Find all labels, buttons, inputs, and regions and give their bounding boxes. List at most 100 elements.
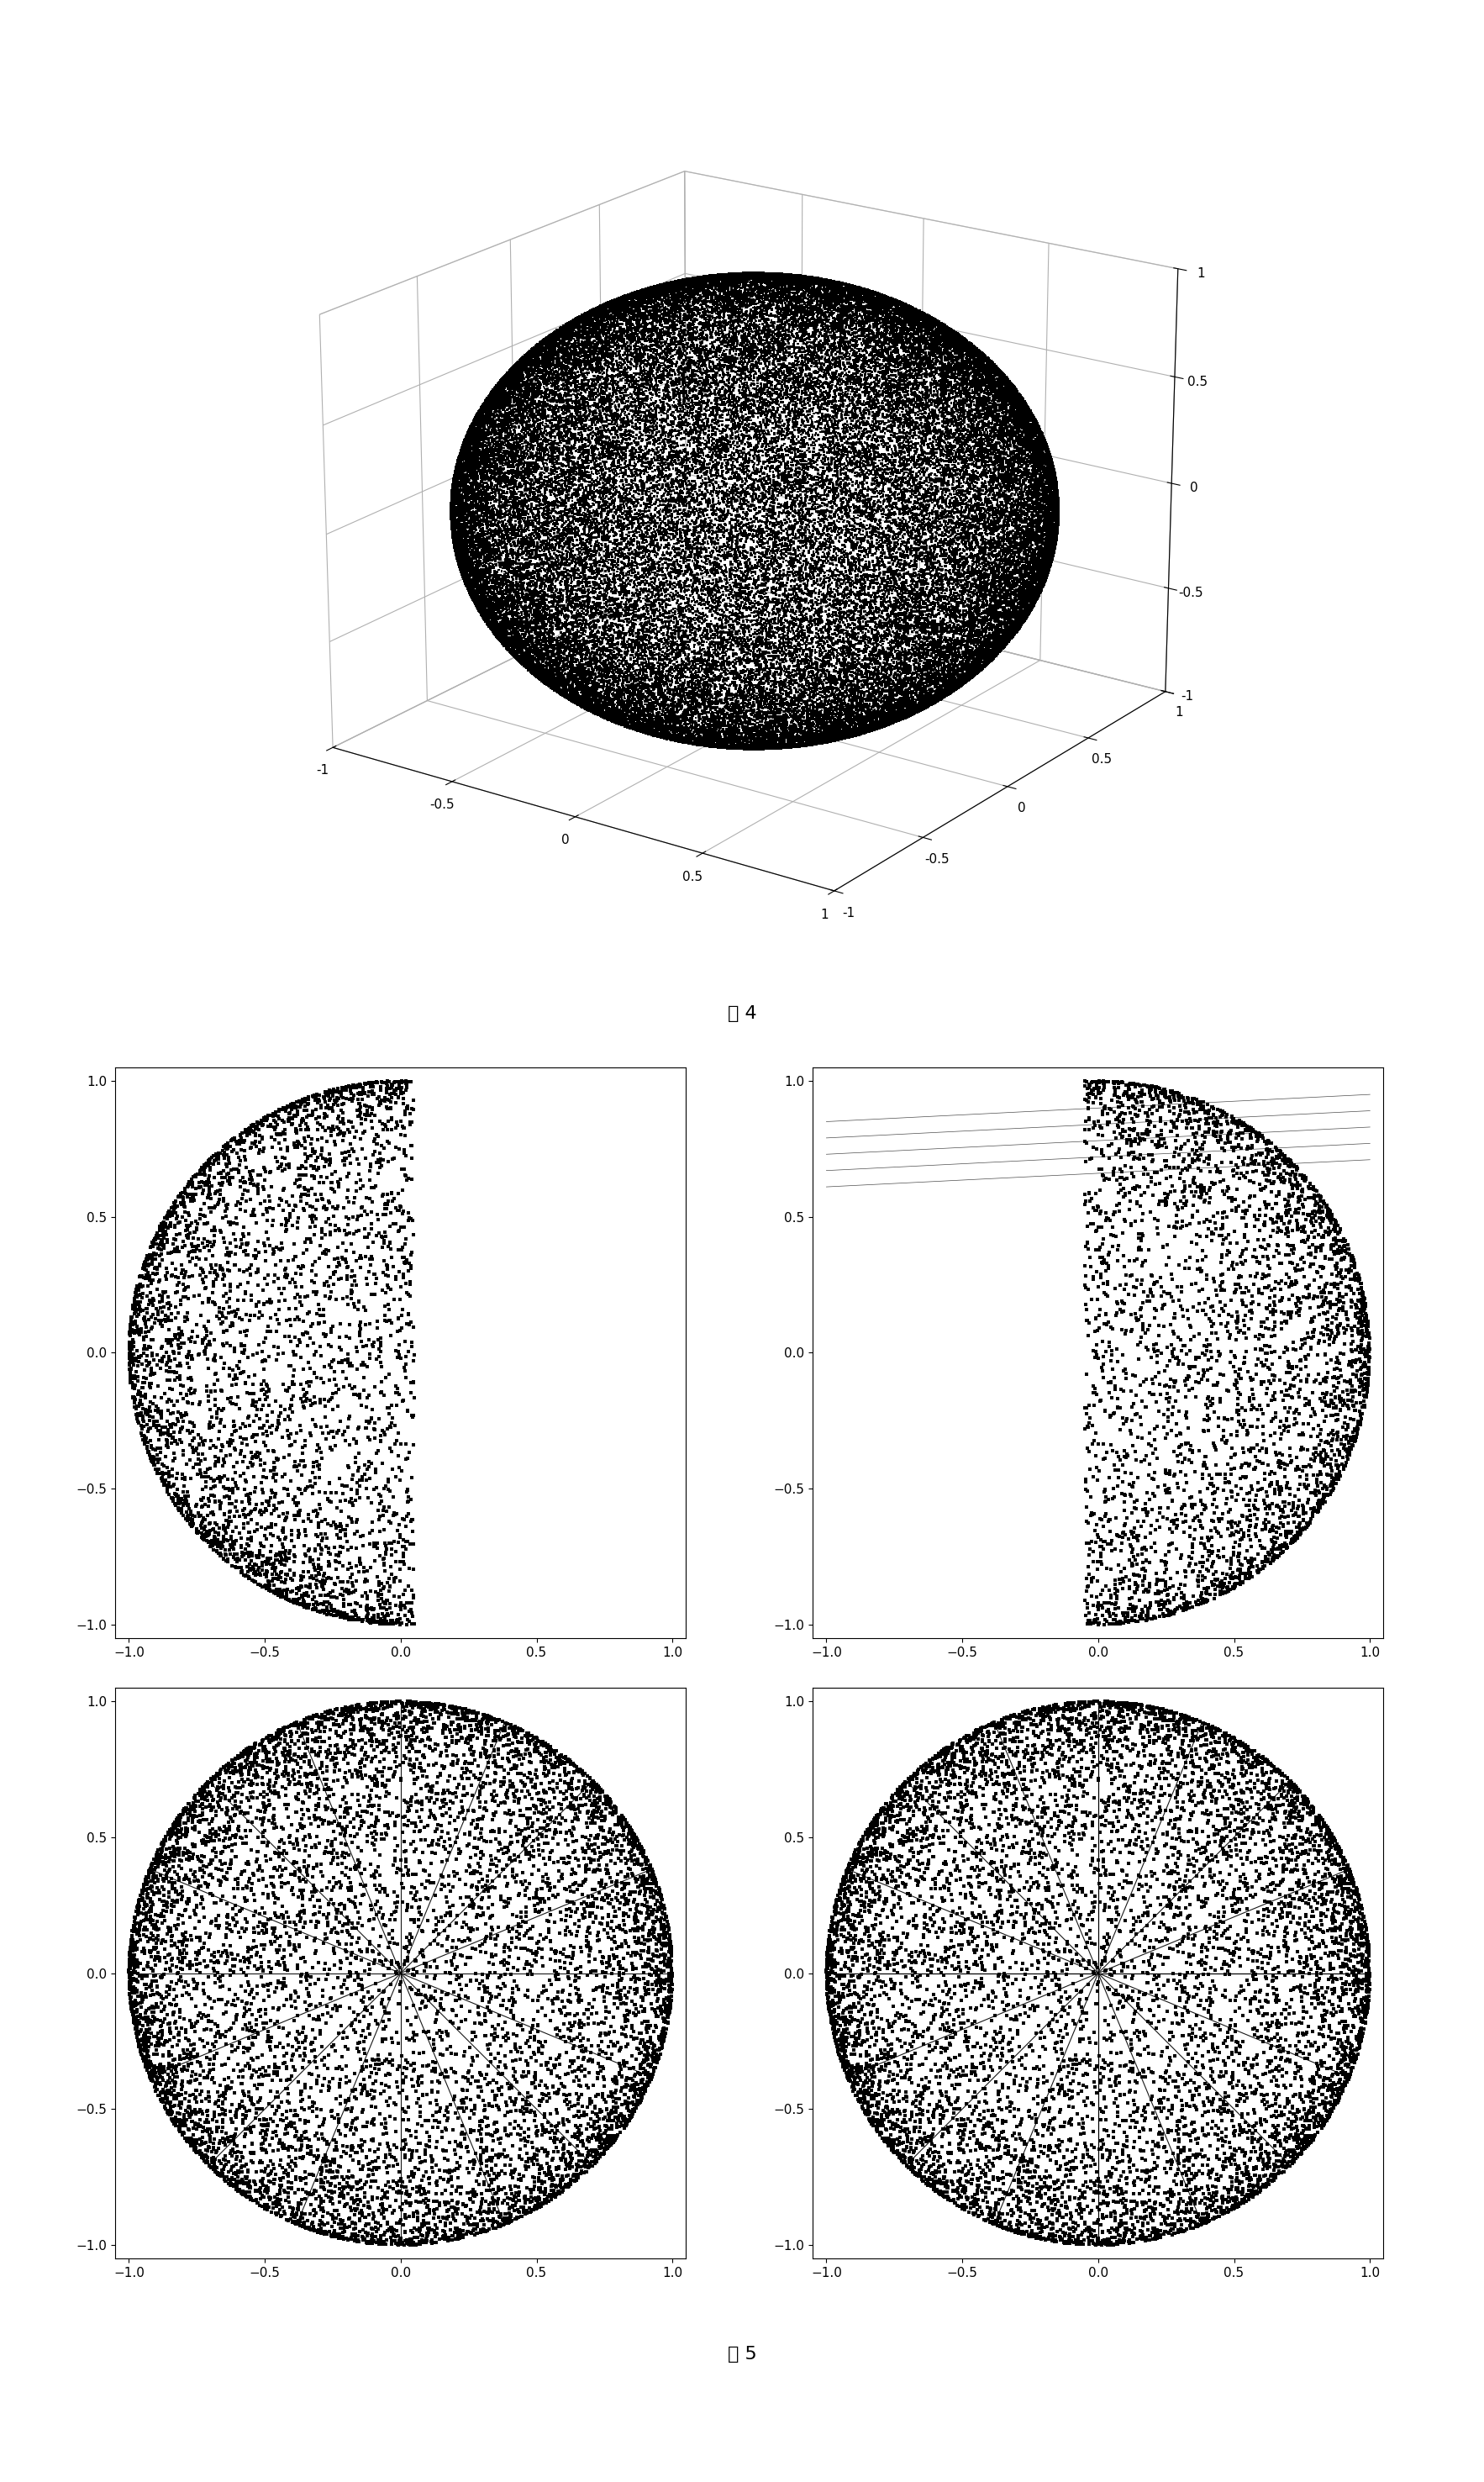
Point xyxy=(592,1809,616,1849)
Point xyxy=(549,1785,573,1824)
Point xyxy=(534,2182,558,2221)
Point xyxy=(1358,1338,1382,1378)
Point xyxy=(1211,2194,1235,2234)
Point xyxy=(295,1085,319,1124)
Point xyxy=(1073,1685,1097,1725)
Point xyxy=(603,2100,626,2139)
Point xyxy=(867,2065,890,2105)
Point xyxy=(1020,1705,1043,1745)
Point xyxy=(148,2048,172,2087)
Point xyxy=(139,1407,163,1447)
Point xyxy=(611,1901,635,1941)
Point xyxy=(175,1881,199,1921)
Point xyxy=(1187,1829,1211,1869)
Point xyxy=(183,1862,206,1901)
Point xyxy=(292,1551,316,1591)
Point xyxy=(1107,2159,1131,2199)
Point xyxy=(1258,1509,1282,1549)
Point xyxy=(364,1804,387,1844)
Point xyxy=(1190,1454,1214,1494)
Point xyxy=(1092,1720,1116,1760)
Point xyxy=(125,1914,148,1953)
Point xyxy=(1263,1333,1287,1373)
Point xyxy=(1229,1725,1252,1765)
Point xyxy=(1287,1941,1310,1981)
Point xyxy=(858,2060,881,2100)
Point xyxy=(975,1817,999,1857)
Point xyxy=(605,1829,629,1869)
Point xyxy=(372,1524,396,1564)
Point xyxy=(1031,1735,1055,1775)
Point xyxy=(123,1909,147,1948)
Point xyxy=(1309,1938,1333,1978)
Point xyxy=(180,2005,203,2045)
Point xyxy=(824,2003,847,2043)
Point xyxy=(214,1514,237,1554)
Point xyxy=(245,2184,269,2224)
Point xyxy=(180,1174,203,1214)
Point xyxy=(1103,2063,1126,2102)
Point xyxy=(1273,1824,1297,1864)
Point xyxy=(623,1817,647,1857)
Point xyxy=(362,1683,386,1723)
Point xyxy=(1083,2216,1107,2256)
Point xyxy=(258,1857,282,1896)
Point xyxy=(892,2135,916,2174)
Point xyxy=(138,2058,162,2097)
Point xyxy=(451,2219,475,2259)
Point xyxy=(1356,1988,1380,2028)
Point xyxy=(399,1780,423,1819)
Point xyxy=(120,1958,144,1998)
Point xyxy=(389,1075,413,1114)
Point xyxy=(1039,2216,1063,2256)
Point xyxy=(941,2018,965,2058)
Point xyxy=(1180,1139,1204,1179)
Point xyxy=(224,1204,248,1243)
Point xyxy=(585,2139,608,2179)
Point xyxy=(604,2082,628,2122)
Point xyxy=(457,2179,481,2219)
Point xyxy=(254,1541,278,1581)
Point xyxy=(1254,1499,1278,1539)
Point xyxy=(1177,1698,1201,1737)
Point xyxy=(334,1196,358,1236)
Point xyxy=(513,1829,537,1869)
Point xyxy=(1264,1839,1288,1879)
Point xyxy=(1221,1727,1245,1767)
Point xyxy=(1114,1745,1138,1785)
Point xyxy=(871,2107,895,2147)
Point xyxy=(830,1864,853,1904)
Point xyxy=(279,1854,303,1894)
Point xyxy=(1328,1226,1352,1266)
Point xyxy=(527,1792,551,1832)
Point xyxy=(1202,1095,1226,1134)
Point xyxy=(1116,1588,1140,1628)
Point xyxy=(1112,1710,1135,1750)
Point xyxy=(310,1127,334,1167)
Point xyxy=(261,2189,285,2229)
Point xyxy=(974,1708,997,1747)
Point xyxy=(416,2209,439,2249)
Point xyxy=(1177,1909,1201,1948)
Point xyxy=(457,1847,481,1886)
Point xyxy=(908,1876,932,1916)
Point xyxy=(383,2137,407,2177)
Point xyxy=(1220,1415,1244,1454)
Point xyxy=(513,2194,537,2234)
Point xyxy=(1339,1360,1362,1400)
Point xyxy=(1230,1747,1254,1787)
Point xyxy=(361,1715,384,1755)
Point xyxy=(1325,2075,1349,2115)
Point xyxy=(1239,1755,1263,1794)
Point xyxy=(880,1852,904,1891)
Point xyxy=(1257,1154,1281,1194)
Point xyxy=(1172,1822,1196,1862)
Point xyxy=(1138,1991,1162,2030)
Point xyxy=(1103,1951,1126,1991)
Point xyxy=(579,2040,603,2080)
Point xyxy=(199,1373,223,1412)
Point xyxy=(1220,1787,1244,1827)
Point xyxy=(135,1886,159,1926)
Point xyxy=(595,1904,619,1943)
Point xyxy=(469,1703,493,1742)
